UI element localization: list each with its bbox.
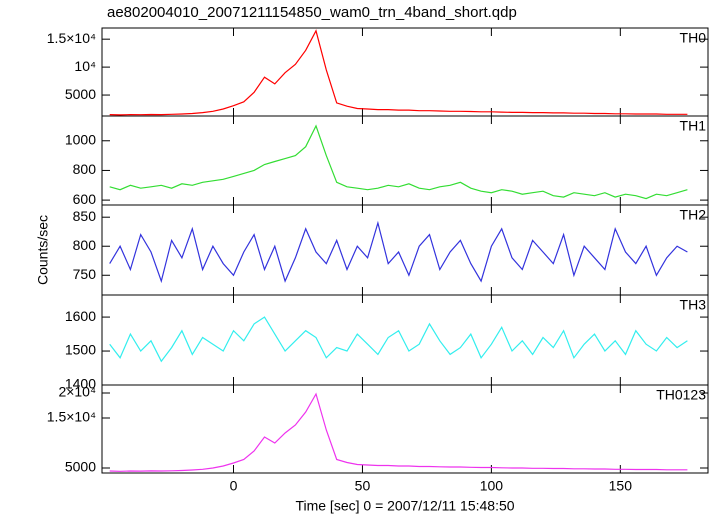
panel-label: TH1 [680, 118, 707, 134]
y-tick-label: 1.5×10⁴ [47, 409, 96, 425]
y-tick-label: 1500 [65, 342, 96, 358]
x-tick-label: 50 [355, 478, 371, 494]
x-tick-label: 100 [480, 478, 504, 494]
x-axis-label: Time [sec] 0 = 2007/12/11 15:48:50 [295, 498, 514, 514]
chart-title: ae802004010_20071211154850_wam0_trn_4ban… [107, 4, 517, 21]
y-tick-label: 1000 [65, 131, 96, 147]
panel-label: TH2 [680, 207, 707, 223]
y-tick-label: 2×10⁴ [58, 384, 96, 400]
y-tick-label: 1400 [65, 376, 96, 392]
panel-label: TH3 [680, 297, 707, 313]
y-tick-label: 850 [73, 208, 97, 224]
y-tick-label: 800 [73, 237, 97, 253]
light-curve [109, 316, 688, 363]
panel-label: TH0 [680, 30, 707, 46]
panel-frame [101, 204, 709, 296]
x-tick-label: 0 [230, 478, 238, 494]
light-curve [109, 124, 688, 200]
light-curve [109, 392, 688, 472]
y-axis-label: Counts/sec [35, 215, 51, 285]
panel-frame [101, 115, 709, 206]
panel-frame [101, 384, 709, 474]
panel-frame [101, 27, 709, 117]
y-tick-label: 5000 [65, 86, 96, 102]
x-tick-label: 150 [609, 478, 633, 494]
panel-frame [101, 294, 709, 386]
y-tick-label: 600 [73, 191, 97, 207]
y-tick-label: 10⁴ [74, 58, 96, 74]
y-tick-label: 800 [73, 161, 97, 177]
y-tick-label: 750 [73, 266, 97, 282]
y-tick-label: 1.5×10⁴ [47, 30, 96, 46]
light-curve [109, 220, 688, 284]
y-tick-label: 1600 [65, 308, 96, 324]
light-curve [109, 29, 688, 116]
y-tick-label: 5000 [65, 459, 96, 475]
panel-label: TH0123 [656, 387, 706, 403]
